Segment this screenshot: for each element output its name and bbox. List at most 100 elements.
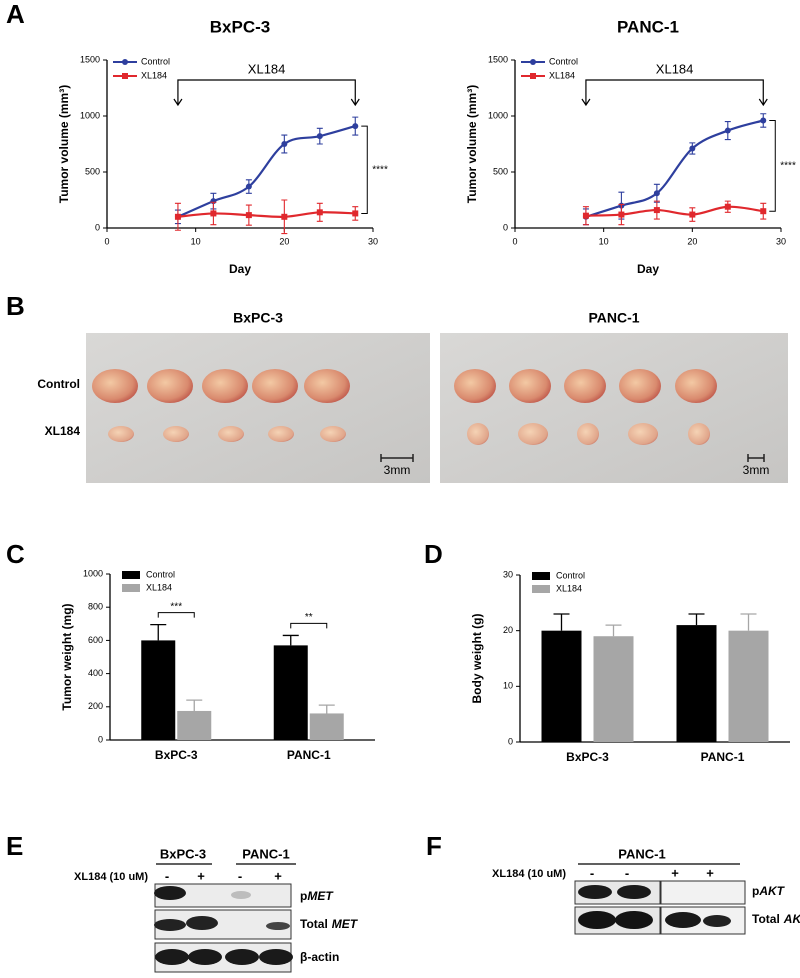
x-tick-label: PANC-1 bbox=[287, 748, 331, 762]
group-label: PANC-1 bbox=[618, 846, 665, 861]
lane-sign: - bbox=[238, 868, 242, 883]
data-point bbox=[210, 210, 217, 217]
tumors bbox=[92, 369, 717, 445]
row-label: Total MET bbox=[300, 917, 359, 931]
significance-label: **** bbox=[780, 160, 796, 171]
data-point bbox=[316, 209, 323, 216]
row-label: XL184 bbox=[45, 424, 81, 438]
band bbox=[154, 919, 186, 931]
band bbox=[259, 949, 293, 965]
data-point bbox=[281, 141, 288, 147]
significance-bracket bbox=[769, 119, 776, 212]
y-tick-label: 800 bbox=[88, 602, 103, 612]
legend-swatch bbox=[532, 572, 550, 580]
blot-strip bbox=[660, 880, 746, 905]
legend-label: Control bbox=[549, 56, 578, 66]
error-bar bbox=[282, 634, 299, 646]
treatment-label: XL184 bbox=[656, 61, 694, 76]
lane-sign: + bbox=[197, 868, 205, 883]
tumor bbox=[577, 423, 599, 445]
x-tick-label: PANC-1 bbox=[701, 750, 745, 764]
legend-marker bbox=[530, 59, 536, 65]
legend-label: Control bbox=[146, 569, 175, 579]
band bbox=[578, 911, 616, 929]
y-tick-label: 600 bbox=[88, 635, 103, 645]
photo-title: PANC-1 bbox=[588, 310, 639, 326]
lane-sign: + bbox=[274, 868, 282, 883]
tumor bbox=[147, 369, 193, 403]
legend-label: XL184 bbox=[549, 70, 575, 80]
y-tick-label: 20 bbox=[503, 625, 513, 635]
error-bar bbox=[150, 623, 167, 641]
tumor bbox=[92, 369, 138, 403]
legend-label: XL184 bbox=[141, 70, 167, 80]
data-point bbox=[245, 212, 252, 219]
tumor bbox=[518, 423, 548, 445]
scale-bar bbox=[380, 454, 414, 462]
y-tick-label: 0 bbox=[95, 222, 100, 232]
lane-sign: - bbox=[590, 865, 594, 880]
band bbox=[225, 949, 259, 965]
tumor bbox=[454, 369, 496, 403]
bar bbox=[541, 630, 582, 742]
row-label-prefix: p bbox=[300, 889, 307, 903]
tumor bbox=[202, 369, 248, 403]
x-tick-label: 20 bbox=[687, 236, 697, 246]
tumor bbox=[304, 369, 350, 403]
x-tick-label: 10 bbox=[191, 236, 201, 246]
y-tick-label: 0 bbox=[98, 734, 103, 744]
series-line bbox=[177, 211, 356, 218]
group-label: BxPC-3 bbox=[160, 846, 206, 861]
tumor bbox=[628, 423, 658, 445]
x-tick-label: 20 bbox=[279, 236, 289, 246]
tumor bbox=[467, 423, 489, 445]
x-tick-label: 0 bbox=[104, 236, 109, 246]
row-label-prefix: Total bbox=[300, 917, 328, 931]
tumor bbox=[619, 369, 661, 403]
panel-label: D bbox=[424, 539, 443, 569]
error-bar bbox=[605, 624, 622, 637]
data-point bbox=[352, 210, 359, 217]
row-label-gene: AKT bbox=[758, 884, 785, 898]
y-tick-label: 500 bbox=[85, 166, 100, 176]
y-tick-label: 0 bbox=[503, 222, 508, 232]
chart-title: BxPC-3 bbox=[210, 17, 270, 36]
legend-label: Control bbox=[141, 56, 170, 66]
tumor bbox=[218, 426, 244, 442]
band bbox=[578, 885, 612, 899]
tumor bbox=[320, 426, 346, 442]
tumor bbox=[564, 369, 606, 403]
lane-sign: - bbox=[625, 865, 629, 880]
lane-sign: + bbox=[706, 865, 714, 880]
band bbox=[155, 949, 189, 965]
row-label: β-actin bbox=[300, 950, 339, 964]
y-axis-label: Tumor volume (mm³) bbox=[465, 85, 479, 203]
row-label: TotalAKT bbox=[752, 912, 800, 926]
error-bar bbox=[688, 613, 705, 626]
scale-label: 3mm bbox=[384, 463, 411, 477]
band bbox=[703, 915, 731, 927]
legend-label: XL184 bbox=[556, 583, 582, 593]
y-tick-label: 1000 bbox=[83, 568, 103, 578]
scale-label: 3mm bbox=[743, 463, 770, 477]
bar bbox=[273, 645, 308, 740]
panel-label: C bbox=[6, 539, 25, 569]
row-label: pMET bbox=[300, 889, 334, 903]
band bbox=[665, 912, 701, 928]
photo bbox=[86, 333, 430, 483]
band bbox=[154, 886, 186, 900]
legend-swatch bbox=[122, 571, 140, 579]
tumor bbox=[509, 369, 551, 403]
x-tick-label: 10 bbox=[599, 236, 609, 246]
error-bar bbox=[318, 704, 335, 714]
significance-label: *** bbox=[170, 601, 182, 612]
lane-sign: + bbox=[671, 865, 679, 880]
tumor bbox=[163, 426, 189, 442]
y-tick-label: 10 bbox=[503, 681, 513, 691]
legend-swatch bbox=[122, 584, 140, 592]
scale-bar bbox=[747, 454, 765, 462]
blot-strip bbox=[154, 883, 292, 908]
data-point bbox=[618, 211, 625, 218]
row-label: pAKT bbox=[752, 884, 786, 898]
y-tick-label: 1500 bbox=[488, 54, 508, 64]
